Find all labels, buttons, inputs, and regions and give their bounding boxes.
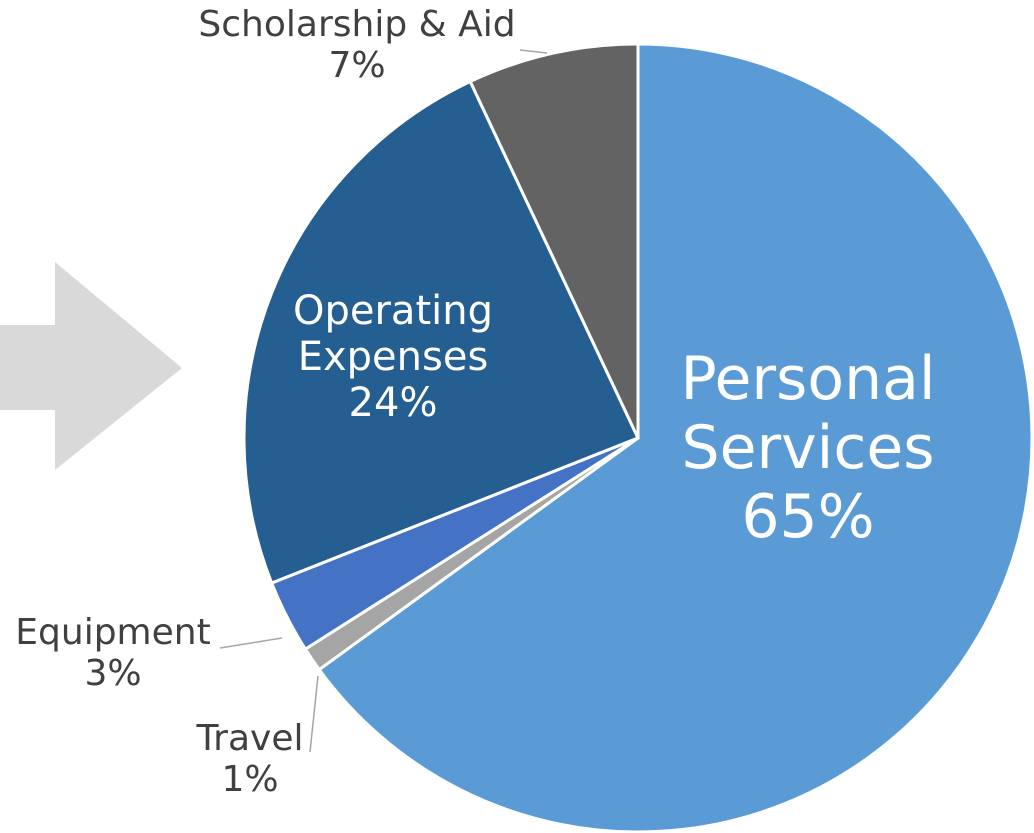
slice-label: Equipment 3% [0, 612, 233, 695]
value-label: 3% [84, 653, 142, 695]
value-label: 1% [221, 759, 279, 801]
slice-label: Travel 1% [150, 718, 350, 801]
category-label: Equipment [15, 612, 211, 653]
category-label: Operating Expenses [293, 288, 493, 380]
pie-slice [317, 42, 1034, 833]
value-label: 65% [741, 482, 875, 552]
pie-slice [468, 42, 640, 439]
slice-label: Scholarship & Aid 7% [157, 4, 557, 87]
slice-label: Personal Services 65% [658, 345, 958, 552]
leader-line [519, 49, 548, 54]
category-label: Travel [196, 718, 304, 759]
leader-line [309, 675, 319, 753]
category-label: Personal Services [680, 344, 936, 483]
slice-label: Operating Expenses 24% [263, 288, 523, 426]
pie-slice [242, 79, 641, 585]
value-label: 24% [348, 380, 438, 426]
value-label: 7% [328, 45, 386, 87]
arrow [0, 262, 182, 470]
category-label: Scholarship & Aid [198, 4, 516, 45]
leader-line [219, 637, 283, 649]
